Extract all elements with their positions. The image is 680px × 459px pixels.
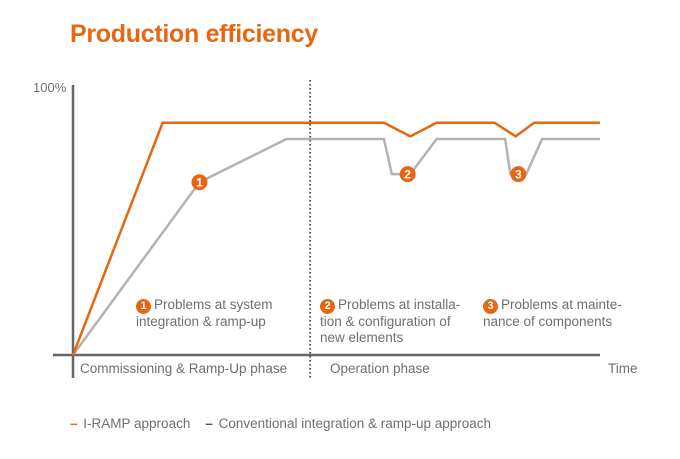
annotation-badge-3: 3 xyxy=(483,299,498,314)
series-line-conventional xyxy=(71,137,600,356)
annotation-3-line-2: nance of components xyxy=(483,314,613,329)
marker-label-2: 2 xyxy=(404,168,411,182)
legend-label-conventional: Conventional integration & ramp-up appro… xyxy=(218,416,492,431)
annotation-2-line-3: new elements xyxy=(320,330,404,345)
annotation-3-line-1: Problems at mainte- xyxy=(501,297,622,312)
marker-label-1: 1 xyxy=(196,176,203,190)
legend-swatch-iramp: – xyxy=(70,416,78,431)
annotation-1-line-2: integration & ramp-up xyxy=(136,314,266,329)
annotation-badge-2: 2 xyxy=(320,299,335,314)
x-axis-label: Time xyxy=(608,361,638,376)
annotation-1-line-1: Problems at system xyxy=(154,297,273,312)
legend-label-iramp: I-RAMP approach xyxy=(83,416,191,431)
annotation-1: 1 Problems at system integration & ramp-u… xyxy=(136,297,273,330)
marker-3 xyxy=(510,166,527,183)
phase-label-commissioning: Commissioning & Ramp-Up phase xyxy=(80,361,288,376)
series-line-iramp xyxy=(71,121,600,356)
legend-swatch-conventional: – xyxy=(205,416,213,431)
marker-2 xyxy=(399,166,416,183)
y-axis-label: 100% xyxy=(33,80,67,95)
marker-label-3: 3 xyxy=(515,168,522,182)
annotation-badge-1: 1 xyxy=(136,299,151,314)
annotation-2-line-1: Problems at installa- xyxy=(338,297,461,312)
marker-1 xyxy=(191,174,208,191)
legend: – I-RAMP approach – Conventional integra… xyxy=(70,416,491,431)
annotation-2-line-2: tion & configuration of xyxy=(320,314,451,329)
phase-label-operation: Operation phase xyxy=(330,361,430,376)
chart-title: Production efficiency xyxy=(70,20,318,48)
annotation-3: 3 Problems at mainte- nance of components xyxy=(483,297,622,330)
annotation-2: 2 Problems at installa- tion & configurat… xyxy=(320,297,460,346)
